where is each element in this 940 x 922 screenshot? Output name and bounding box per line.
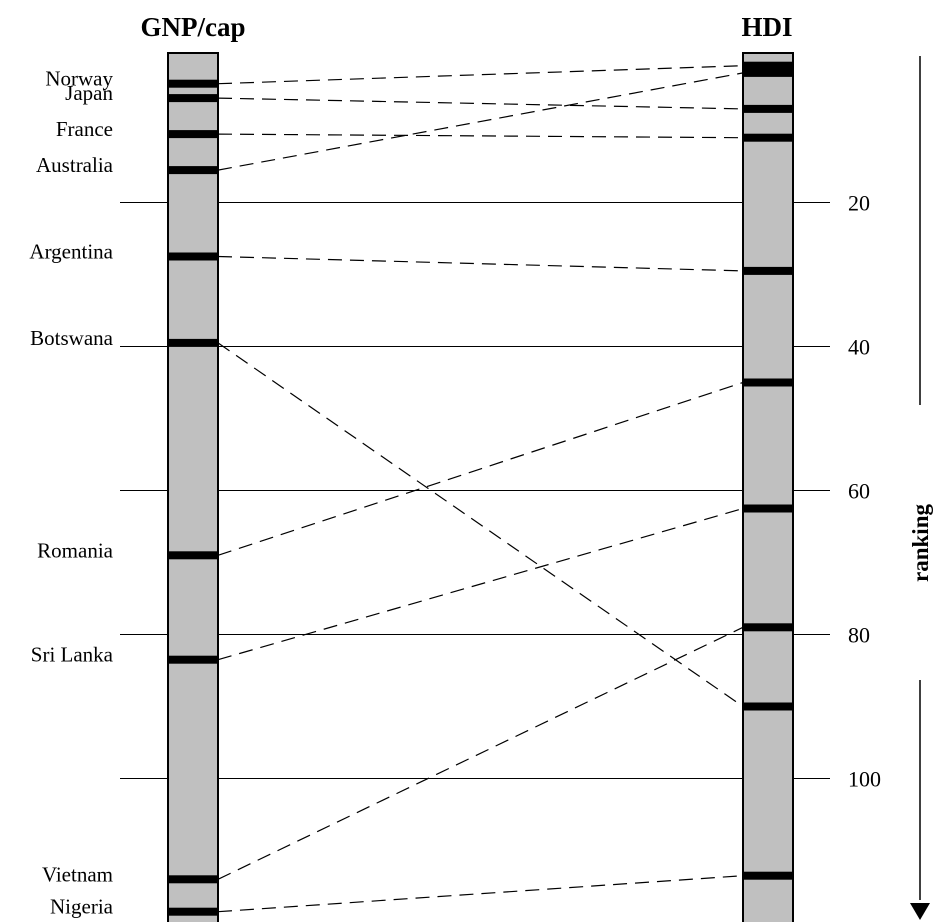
gnp-marker-vietnam	[168, 875, 218, 884]
connector-australia	[217, 72, 744, 171]
gridlines	[120, 202, 830, 779]
hdi-marker-argentina	[743, 266, 793, 275]
connector-sri-lanka	[217, 507, 744, 661]
country-label-romania: Romania	[37, 538, 113, 562]
country-label-nigeria: Nigeria	[50, 895, 114, 919]
country-label-japan: Japan	[65, 81, 113, 105]
axis-title: ranking	[908, 504, 933, 582]
gnp-marker-sri-lanka	[168, 655, 218, 664]
connector-romania	[217, 381, 744, 556]
hdi-marker-botswana	[743, 702, 793, 711]
country-label-norway: Norway	[45, 67, 113, 91]
tick-label-20: 20	[848, 191, 870, 216]
connector-botswana	[217, 342, 744, 707]
country-label-argentina: Argentina	[29, 240, 113, 264]
tick-label-40: 40	[848, 335, 870, 360]
ranking-columns	[167, 52, 794, 922]
hdi-marker-nigeria	[743, 871, 793, 880]
hdi-marker-sri-lanka	[743, 504, 793, 513]
tick-label-80: 80	[848, 623, 870, 648]
connector-lines	[217, 65, 744, 913]
rank-markers	[168, 61, 793, 916]
gnp-marker-australia	[168, 166, 218, 175]
connector-argentina	[217, 255, 744, 272]
tick-label-100: 100	[848, 767, 881, 792]
connector-france	[217, 133, 744, 139]
ranking-axis: 20 40 60 80 100 ranking	[848, 56, 933, 920]
gnp-marker-romania	[168, 551, 218, 560]
connector-nigeria	[217, 875, 744, 913]
axis-arrowhead	[910, 903, 930, 920]
gnp-column	[167, 52, 219, 922]
tick-label-60: 60	[848, 479, 870, 504]
hdi-column-title: HDI	[741, 12, 792, 42]
country-label-australia: Australia	[36, 153, 114, 177]
country-label-botswana: Botswana	[30, 326, 114, 350]
hdi-marker-vietnam	[743, 623, 793, 632]
country-label-vietnam: Vietnam	[42, 862, 113, 886]
gnp-marker-argentina	[168, 252, 218, 261]
connector-norway	[217, 65, 744, 85]
gnp-marker-botswana	[168, 338, 218, 347]
gnp-marker-france	[168, 130, 218, 139]
country-label-sri-lanka: Sri Lanka	[31, 643, 114, 667]
hdi-marker-france	[743, 133, 793, 142]
hdi-marker-romania	[743, 378, 793, 387]
connector-vietnam	[217, 626, 744, 880]
hdi-column	[742, 52, 794, 922]
gnp-marker-japan	[168, 94, 218, 103]
gnp-column-title: GNP/cap	[141, 12, 246, 42]
hdi-marker-norway	[743, 61, 793, 70]
country-label-france: France	[56, 117, 113, 141]
hdi-marker-australia	[743, 68, 793, 77]
connector-japan	[217, 97, 744, 110]
hdi-marker-japan	[743, 104, 793, 113]
gnp-marker-nigeria	[168, 907, 218, 916]
gnp-marker-norway	[168, 79, 218, 88]
